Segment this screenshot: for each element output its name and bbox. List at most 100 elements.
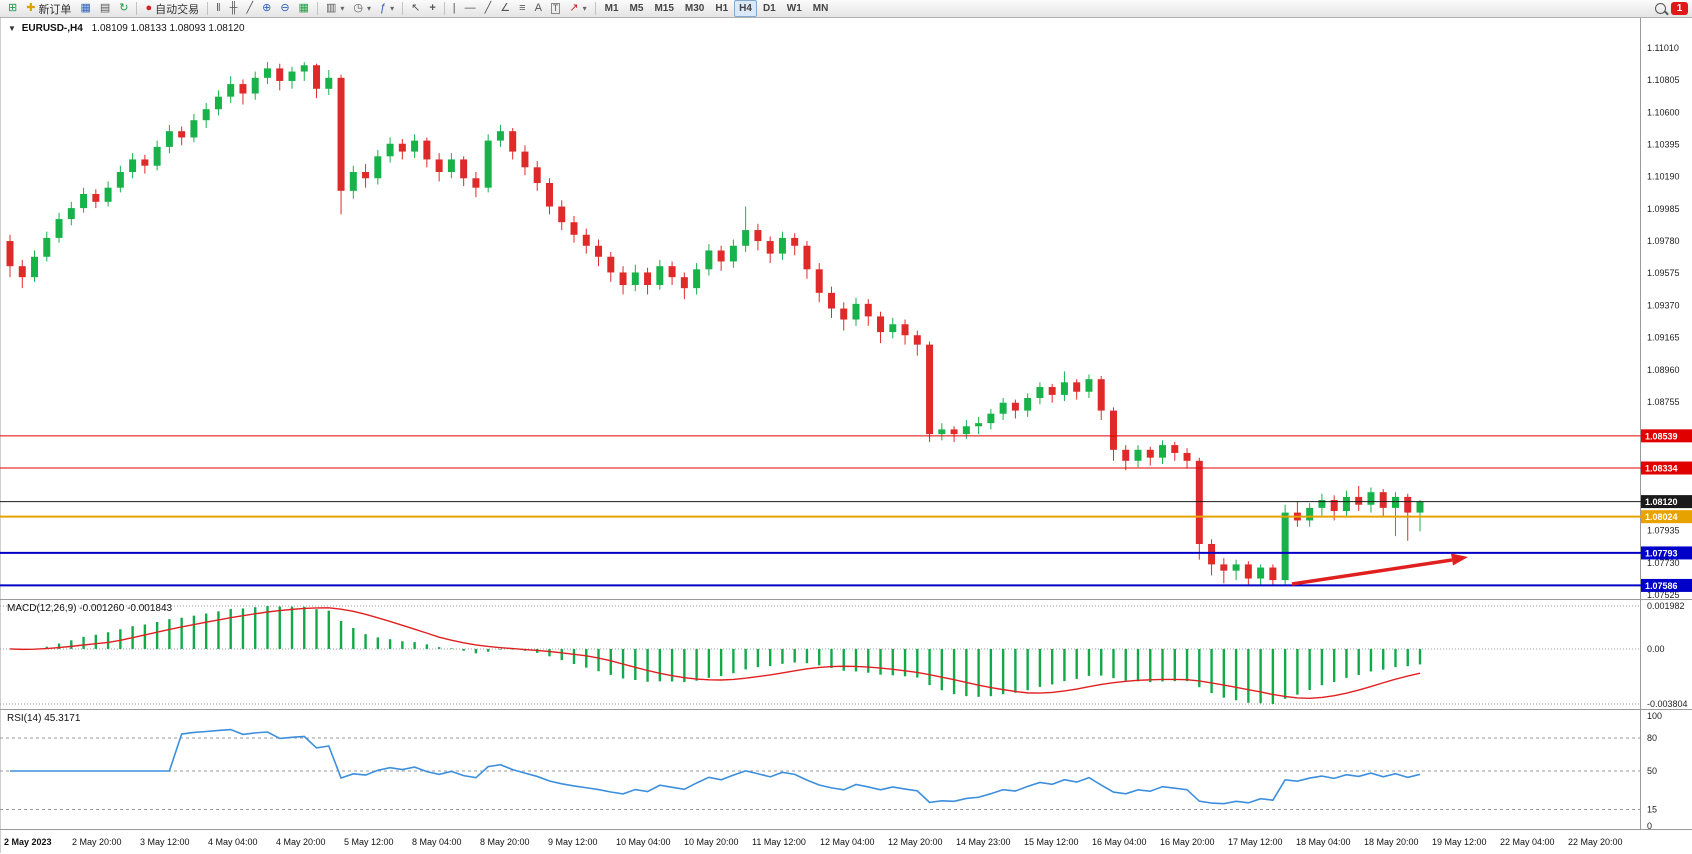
svg-text:1.07586: 1.07586	[1645, 581, 1678, 591]
svg-text:3 May 12:00: 3 May 12:00	[140, 837, 190, 847]
separator	[443, 2, 445, 15]
svg-text:16 May 04:00: 16 May 04:00	[1092, 837, 1147, 847]
crosshair-icon: +	[429, 2, 436, 14]
bar-chart-icon: ‖	[216, 2, 221, 14]
svg-text:1.08120: 1.08120	[1645, 497, 1678, 507]
svg-text:4 May 20:00: 4 May 20:00	[276, 837, 326, 847]
timeframe-m1-button[interactable]: M1	[604, 3, 619, 14]
templates-button[interactable]: ▥ ▾	[322, 0, 348, 17]
separator	[316, 2, 318, 15]
cursor-button[interactable]: ↖	[407, 0, 424, 17]
period-button[interactable]: ◷ ▾	[349, 0, 375, 17]
svg-text:12 May 04:00: 12 May 04:00	[820, 837, 875, 847]
timeframe-m5-button[interactable]: M5	[629, 3, 644, 14]
svg-text:8 May 20:00: 8 May 20:00	[480, 837, 530, 847]
chevron-down-icon: ▾	[366, 4, 371, 13]
svg-text:18 May 04:00: 18 May 04:00	[1296, 837, 1351, 847]
svg-text:100: 100	[1647, 711, 1662, 721]
timeframe-w1-button[interactable]: W1	[786, 3, 802, 14]
candlestick-icon: ╫	[229, 2, 238, 14]
svg-text:1.07525: 1.07525	[1647, 590, 1680, 600]
bar-chart-button[interactable]: ‖	[212, 0, 225, 17]
profiles-button[interactable]: ▤	[96, 0, 114, 17]
refresh-icon: ↻	[119, 2, 129, 14]
vertical-line-button[interactable]: |	[449, 0, 460, 17]
templates-icon: ▥	[325, 2, 337, 14]
svg-text:1.08334: 1.08334	[1645, 464, 1678, 474]
text-label-button[interactable]: T	[547, 0, 565, 17]
price-axis[interactable]: 1.11010 1.10805 1.10600 1.10395 1.10190 1.099…	[1647, 43, 1680, 600]
timeframe-h1-button[interactable]: H1	[715, 3, 729, 14]
svg-text:16 May 20:00: 16 May 20:00	[1160, 837, 1215, 847]
zoom-in-button[interactable]: ⊕	[258, 0, 275, 17]
svg-text:1.09780: 1.09780	[1647, 236, 1680, 246]
svg-text:1.10805: 1.10805	[1647, 75, 1680, 85]
svg-text:4 May 04:00: 4 May 04:00	[208, 837, 258, 847]
trend-arrow-object[interactable]	[1291, 553, 1468, 586]
crosshair-button[interactable]: +	[425, 0, 439, 17]
search-button[interactable]	[1651, 0, 1670, 17]
separator	[402, 2, 404, 15]
refresh-button[interactable]: ↻	[115, 0, 132, 17]
macd-label: MACD(12,26,9) -0.001260 -0.001843	[7, 603, 173, 614]
indicators-button[interactable]: ƒ ▾	[376, 0, 398, 17]
tile-windows-button[interactable]: ▦	[295, 0, 313, 17]
svg-text:15: 15	[1647, 805, 1657, 815]
timeframe-d1-button[interactable]: D1	[762, 3, 776, 14]
line-chart-button[interactable]: ╱	[242, 0, 257, 17]
channel-icon: ∠	[500, 2, 511, 14]
horizontal-line-objects[interactable]: 1.08539 1.08334 1.08120 1.08024 1.07793 1.075…	[0, 429, 1692, 592]
svg-text:9 May 12:00: 9 May 12:00	[548, 837, 598, 847]
text-button[interactable]: A	[531, 0, 546, 17]
timeframe-m30-button[interactable]: M30	[684, 3, 705, 14]
new-order-button[interactable]: ✚ 新订单	[22, 0, 75, 17]
svg-text:2 May 20:00: 2 May 20:00	[72, 837, 122, 847]
svg-text:1.07935: 1.07935	[1647, 526, 1680, 536]
auto-trading-button[interactable]: ● 自动交易	[141, 0, 203, 17]
zoom-out-button[interactable]: ⊖	[276, 0, 293, 17]
time-axis[interactable]: 2 May 2023 2 May 20:00 3 May 12:00 4 May 04…	[4, 837, 1623, 847]
timeframe-h4-button[interactable]: H4	[734, 0, 757, 17]
svg-text:1.08755: 1.08755	[1647, 397, 1680, 407]
svg-text:1.09575: 1.09575	[1647, 268, 1680, 278]
new-chart-button[interactable]: ⊞	[4, 0, 21, 17]
svg-text:10 May 20:00: 10 May 20:00	[684, 837, 739, 847]
fibonacci-button[interactable]: ≡	[515, 0, 529, 17]
auto-trading-icon: ●	[145, 2, 153, 14]
svg-text:1.10600: 1.10600	[1647, 107, 1680, 117]
svg-text:1.09165: 1.09165	[1647, 333, 1680, 343]
svg-text:1.08024: 1.08024	[1645, 512, 1678, 522]
chart-menu-icon[interactable]: ▼	[8, 24, 16, 33]
main-toolbar: ⊞ ✚ 新订单 ▦ ▤ ↻ ● 自动交易 ‖ ╫ ╱ ⊕ ⊖ ▦ ▥ ▾ ◷ ▾ ƒ ▾ …	[0, 0, 1692, 18]
horizontal-line-button[interactable]: —	[461, 0, 480, 17]
svg-text:1.10395: 1.10395	[1647, 140, 1680, 150]
chevron-down-icon: ▾	[340, 4, 345, 13]
candlestick-button[interactable]: ╫	[226, 0, 242, 17]
charts-button[interactable]: ▦	[76, 0, 94, 17]
svg-text:1.09985: 1.09985	[1647, 204, 1680, 214]
svg-text:22 May 04:00: 22 May 04:00	[1500, 837, 1555, 847]
svg-text:1.10190: 1.10190	[1647, 172, 1680, 182]
svg-text:12 May 20:00: 12 May 20:00	[888, 837, 943, 847]
svg-text:1.09370: 1.09370	[1647, 300, 1680, 310]
line-chart-icon: ╱	[246, 2, 254, 14]
svg-text:18 May 20:00: 18 May 20:00	[1364, 837, 1419, 847]
zoom-in-icon: ⊕	[262, 2, 272, 14]
notification-badge[interactable]: 1	[1671, 2, 1688, 15]
arrow-icon: ↗	[569, 2, 579, 14]
channel-button[interactable]: ∠	[496, 0, 514, 17]
chart-title: ▼ EURUSD-,H4 1.08109 1.08133 1.08093 1.0…	[8, 23, 245, 34]
profiles-icon: ▤	[99, 2, 111, 14]
timeframe-mn-button[interactable]: MN	[812, 3, 829, 14]
svg-text:1.08960: 1.08960	[1647, 365, 1680, 375]
timeframe-m15-button[interactable]: M15	[654, 3, 674, 14]
trendline-button[interactable]: ╱	[481, 0, 496, 17]
arrows-button[interactable]: ↗ ▾	[565, 0, 590, 17]
svg-text:2 May 2023: 2 May 2023	[4, 837, 52, 847]
svg-text:1.11010: 1.11010	[1647, 43, 1679, 53]
horizontal-line-icon: —	[464, 2, 476, 14]
svg-text:1.08539: 1.08539	[1645, 431, 1678, 441]
svg-text:10 May 04:00: 10 May 04:00	[616, 837, 671, 847]
svg-text:14 May 23:00: 14 May 23:00	[956, 837, 1011, 847]
